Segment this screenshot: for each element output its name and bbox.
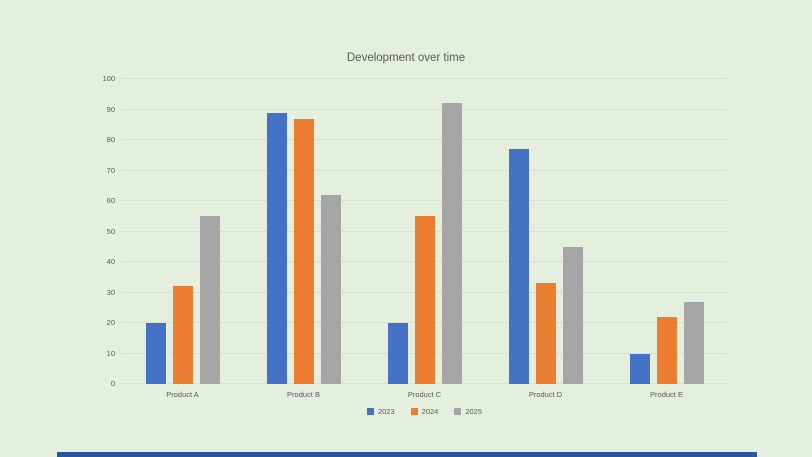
bar-2025 — [562, 246, 583, 384]
bar-2025 — [683, 301, 704, 384]
x-category-label: Product D — [528, 390, 563, 399]
y-tick-label: 0 — [110, 379, 115, 388]
y-tick-label: 30 — [106, 287, 115, 297]
x-category-label: Product C — [407, 390, 442, 399]
legend-item-2023: 2023 — [366, 407, 395, 416]
y-axis: 0 10 20 30 40 50 60 70 80 90 100 — [70, 75, 115, 388]
legend: 2023 2024 2025 — [122, 407, 727, 416]
bar-group-product-c — [364, 79, 485, 384]
legend-label: 2023 — [377, 407, 395, 416]
plot-area — [122, 78, 727, 384]
gridline — [122, 200, 727, 201]
y-tick-label: 50 — [106, 226, 115, 236]
legend-swatch-icon — [454, 408, 462, 415]
legend-swatch-icon — [410, 408, 418, 415]
x-category-label: Product A — [166, 390, 199, 399]
bar-2023 — [387, 323, 408, 384]
bar-2023 — [629, 353, 650, 384]
bar-2024 — [414, 216, 435, 384]
bar-2024 — [293, 118, 314, 384]
x-category-label: Product B — [287, 390, 320, 399]
y-tick-label: 20 — [106, 318, 115, 327]
y-tick-label: 100 — [102, 74, 115, 83]
bar-groups-layer — [122, 79, 727, 384]
bar-2025 — [441, 103, 462, 384]
x-category-label: Product E — [650, 390, 683, 399]
bar-group-product-d — [485, 79, 606, 384]
gridline — [122, 108, 727, 110]
bar-2023 — [508, 149, 529, 384]
bar-group-product-e — [606, 79, 727, 384]
gridline — [122, 169, 727, 171]
y-tick-label: 60 — [106, 196, 115, 205]
bar-group-product-a — [122, 79, 243, 384]
y-tick-label: 90 — [106, 104, 115, 114]
legend-swatch-icon — [366, 408, 374, 415]
bar-2025 — [199, 216, 220, 384]
bar-2023 — [266, 112, 287, 384]
bar-2025 — [320, 194, 341, 384]
legend-item-2024: 2024 — [410, 407, 439, 416]
gridline — [122, 139, 727, 140]
x-axis: Product A Product B Product C Product D Prod… — [122, 390, 727, 399]
chart-title: Development over time — [346, 52, 466, 64]
bar-2024 — [656, 316, 677, 384]
y-tick-label: 70 — [106, 165, 115, 175]
bar-2024 — [535, 283, 556, 384]
bottom-accent-bar — [57, 452, 757, 457]
legend-label: 2024 — [421, 407, 439, 416]
y-tick-label: 10 — [106, 348, 115, 358]
legend-item-2025: 2025 — [454, 407, 482, 416]
y-tick-label: 80 — [106, 135, 115, 144]
bar-2023 — [145, 323, 166, 384]
legend-label: 2025 — [465, 407, 483, 416]
gridline — [122, 78, 727, 79]
bar-group-product-b — [243, 79, 364, 384]
y-tick-label: 40 — [106, 257, 115, 266]
bar-2024 — [172, 286, 193, 384]
